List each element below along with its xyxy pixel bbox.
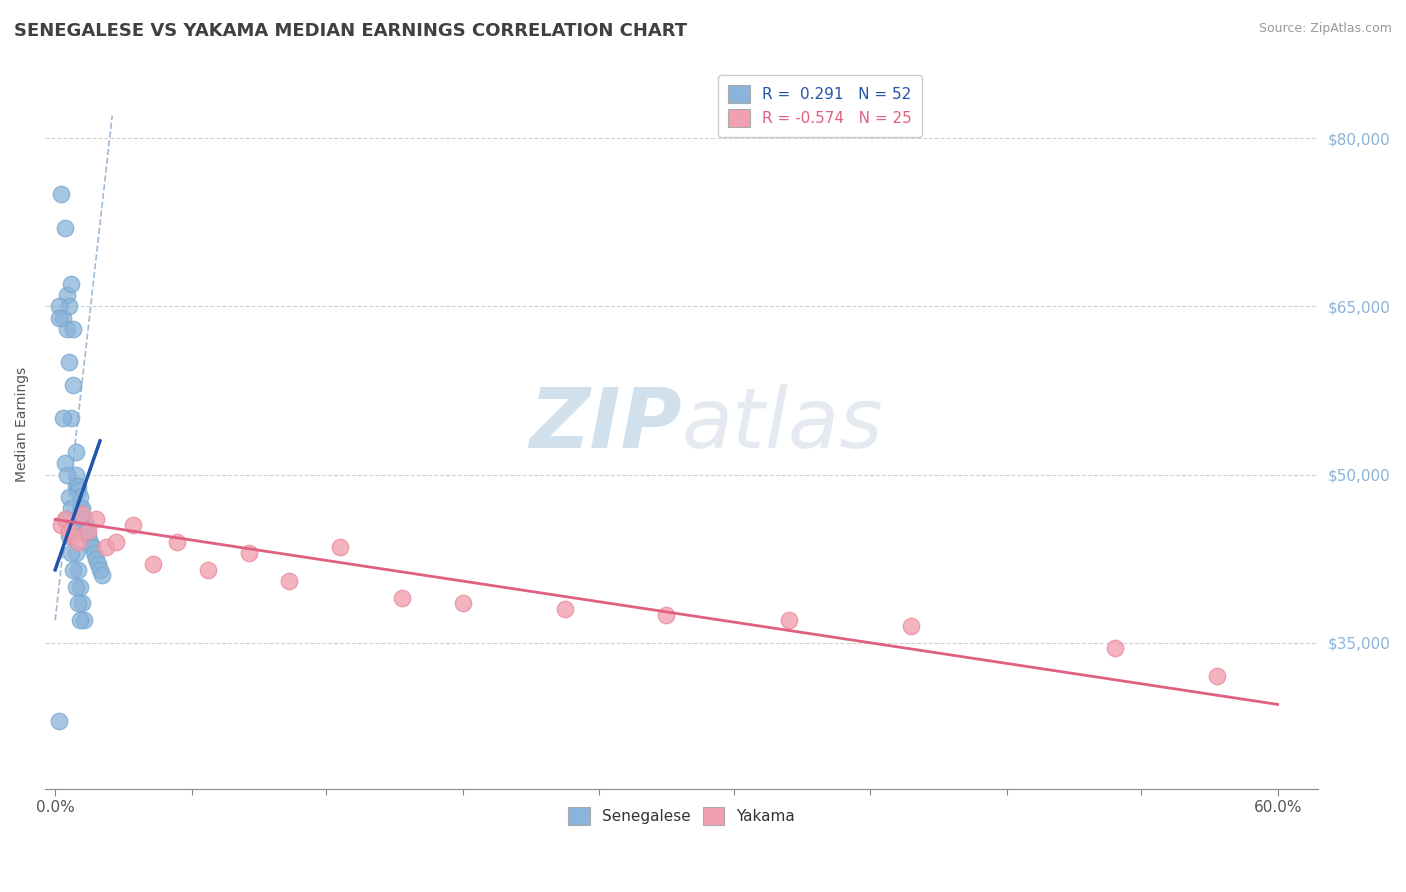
Point (65, 479, 87, 493)
Point (56, 288, 79, 302)
Point (73, 512, 96, 526)
Point (655, 607, 678, 622)
Point (66, 484, 89, 499)
Point (58, 524, 80, 538)
Point (62, 524, 84, 538)
Point (65, 445, 87, 459)
Point (166, 534, 188, 549)
Point (87, 558, 110, 572)
Point (69, 490, 91, 504)
Point (89, 563, 111, 577)
Point (69, 501, 91, 516)
Text: SENEGALESE VS YAKAMA MEDIAN EARNINGS CORRELATION CHART: SENEGALESE VS YAKAMA MEDIAN EARNINGS COR… (14, 22, 688, 40)
Point (94, 541, 117, 555)
Point (391, 591, 413, 605)
Point (58, 529, 80, 543)
Point (60, 277, 83, 291)
Point (197, 563, 219, 577)
Point (62, 377, 84, 392)
Point (70, 507, 93, 521)
Point (238, 546, 260, 560)
Point (60, 546, 83, 560)
Point (84, 551, 107, 566)
Point (142, 558, 165, 572)
Point (65, 546, 87, 560)
Point (66, 597, 89, 611)
Point (58, 490, 80, 504)
Point (66, 534, 89, 549)
Point (69, 613, 91, 627)
Point (69, 580, 91, 594)
Point (65, 467, 87, 482)
Point (58, 299, 80, 313)
Point (83, 546, 105, 560)
Point (66, 563, 89, 577)
Point (66, 479, 89, 493)
Point (53, 456, 76, 470)
Point (58, 355, 80, 369)
Point (70, 597, 93, 611)
Point (778, 613, 800, 627)
Point (62, 529, 84, 543)
Point (56, 322, 79, 336)
Point (70, 512, 93, 526)
Point (51, 187, 73, 202)
Point (91, 568, 114, 582)
Point (48, 714, 70, 729)
Point (62, 322, 84, 336)
Point (76, 529, 98, 543)
Point (60, 411, 83, 425)
Point (80, 541, 103, 555)
Point (105, 534, 128, 549)
Point (56, 467, 79, 482)
Point (48, 310, 70, 325)
Text: Source: ZipAtlas.com: Source: ZipAtlas.com (1258, 22, 1392, 36)
Point (53, 512, 76, 526)
Point (53, 220, 76, 235)
Point (329, 541, 352, 555)
Point (1205, 669, 1227, 683)
Text: atlas: atlas (682, 384, 883, 465)
Point (48, 299, 70, 313)
Y-axis label: Median Earnings: Median Earnings (15, 367, 30, 482)
Point (76, 524, 98, 538)
Point (1104, 641, 1126, 656)
Point (84, 512, 107, 526)
Point (52, 310, 75, 325)
Legend: Senegalese, Yakama: Senegalese, Yakama (558, 797, 806, 836)
Point (62, 563, 84, 577)
Text: ZIP: ZIP (529, 384, 682, 465)
Point (75, 518, 97, 533)
Point (79, 534, 101, 549)
Point (451, 597, 474, 611)
Point (51, 518, 73, 533)
Point (554, 602, 576, 616)
Point (70, 501, 93, 516)
Point (73, 613, 96, 627)
Point (121, 518, 143, 533)
Point (900, 619, 922, 633)
Point (75, 524, 97, 538)
Point (278, 574, 301, 588)
Point (60, 501, 83, 516)
Point (52, 411, 75, 425)
Point (56, 512, 79, 526)
Point (65, 580, 87, 594)
